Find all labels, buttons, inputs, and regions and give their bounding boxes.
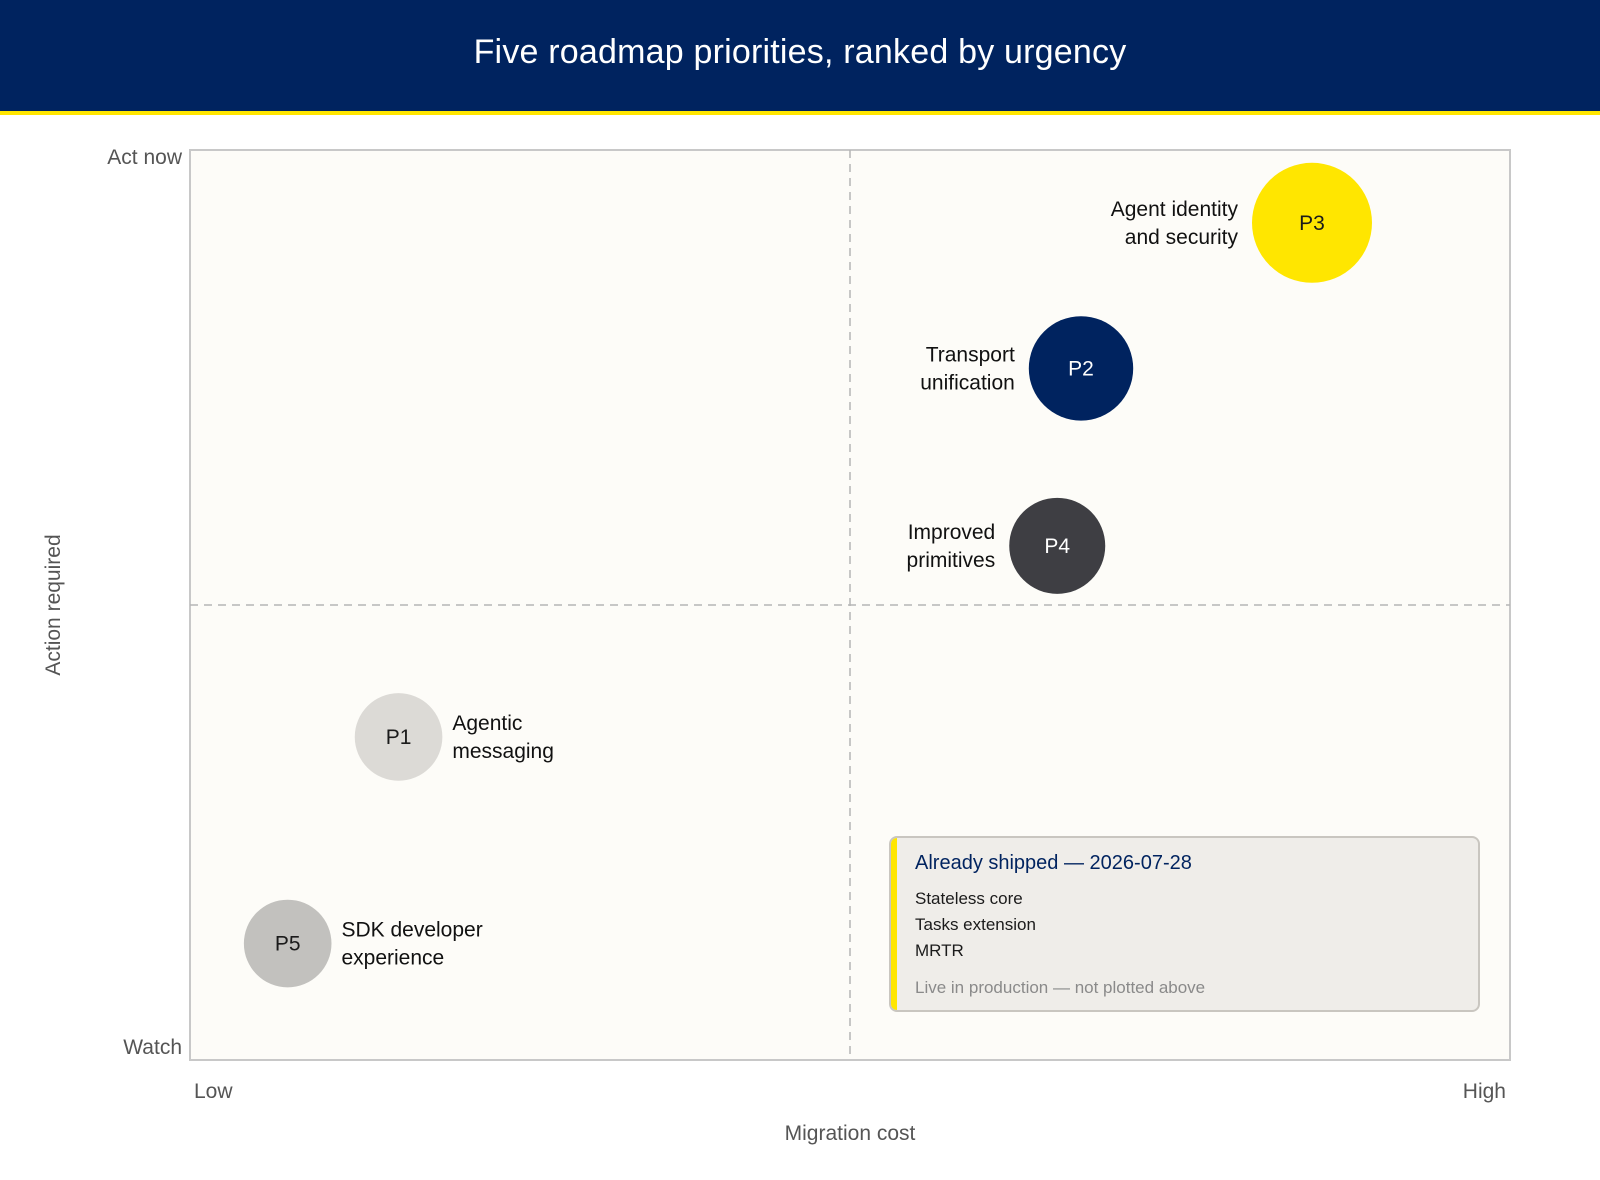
bubble-p5 [243, 899, 332, 988]
bubble-label-p2: Transport [926, 343, 1015, 366]
y-tick-label-low: Watch [123, 1036, 182, 1059]
x-tick-label-low: Low [194, 1080, 233, 1103]
bubble-id-p2: P2 [1068, 357, 1094, 380]
x-axis-label: Migration cost [785, 1122, 916, 1145]
bubble-id-p3: P3 [1299, 212, 1325, 235]
bubble-label-p5: SDK developer [341, 919, 482, 942]
shipped-list: Stateless core Tasks extension MRTR [915, 886, 1036, 964]
already-shipped-panel: Already shipped — 2026-07-28 Stateless c… [889, 836, 1480, 1012]
bubble-label-p4: Improved [908, 521, 996, 544]
bubble-p2 [1028, 316, 1134, 421]
bubble-id-p4: P4 [1044, 535, 1070, 558]
y-axis-label: Action required [42, 534, 65, 675]
shipped-item: Stateless core [915, 889, 1023, 908]
shipped-accent-bar [891, 838, 897, 1010]
shipped-note: Live in production — not plotted above [915, 978, 1206, 997]
bubble-label-p2: unification [920, 371, 1015, 394]
bubble-p4 [1009, 497, 1106, 594]
bubble-p3 [1252, 162, 1372, 283]
x-tick-label-high: High [1463, 1080, 1506, 1103]
bubble-label-p1: messaging [452, 740, 554, 763]
bubble-label-p3: and security [1125, 226, 1239, 249]
bubble-label-p3: Agent identity [1111, 198, 1239, 221]
bubble-p1 [354, 693, 443, 781]
shipped-title: Already shipped — 2026-07-28 [915, 852, 1192, 874]
shipped-item: Tasks extension [915, 915, 1036, 934]
bubble-label-p1: Agentic [452, 712, 522, 735]
bubble-label-p5: experience [341, 947, 444, 970]
bubble-id-p1: P1 [386, 726, 412, 749]
shipped-item: MRTR [915, 941, 964, 960]
header-bar: Five roadmap priorities, ranked by urgen… [0, 0, 1600, 115]
chart-title: Five roadmap priorities, ranked by urgen… [473, 33, 1127, 71]
bubble-label-p4: primitives [907, 549, 996, 572]
bubble-id-p5: P5 [275, 933, 301, 956]
y-tick-label-high: Act now [107, 146, 183, 169]
